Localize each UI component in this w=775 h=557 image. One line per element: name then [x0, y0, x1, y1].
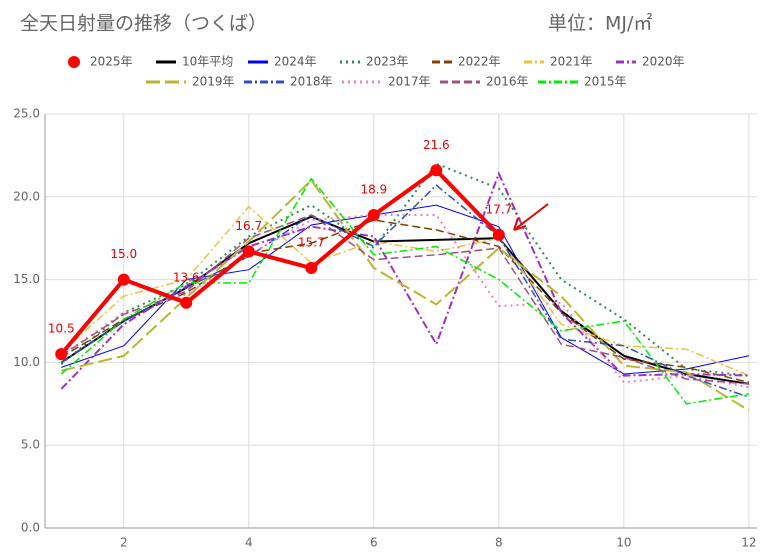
legend-label: 2025年 — [90, 55, 133, 69]
data-point — [55, 348, 68, 361]
data-point — [180, 296, 193, 309]
chart-title: 全天日射量の推移（つくば） — [20, 13, 267, 35]
data-label: 15.0 — [110, 247, 137, 261]
legend-label: 2016年 — [486, 75, 529, 89]
series-line — [59, 167, 501, 356]
data-point — [430, 164, 443, 177]
series-line — [60, 170, 749, 390]
series-line — [60, 215, 750, 385]
x-tick-label: 4 — [245, 536, 253, 550]
x-tick-label: 12 — [741, 536, 756, 550]
data-point — [305, 262, 318, 275]
data-point — [117, 273, 130, 286]
series-line — [60, 162, 750, 377]
y-tick-label: 10.0 — [13, 355, 40, 369]
y-tick-label: 5.0 — [21, 438, 40, 452]
series-line — [60, 184, 750, 398]
legend-label: 10年平均 — [182, 55, 233, 69]
grid: 0.0 5.0 10.0 15.0 20.0 25.0 2 4 6 8 10 12 — [13, 107, 757, 550]
legend-label: 2020年 — [642, 55, 685, 69]
data-label: 15.7 — [298, 236, 325, 250]
legend-marker — [68, 56, 80, 68]
series-line — [60, 177, 750, 405]
data-label: 17.7 — [485, 202, 512, 216]
y-tick-label: 0.0 — [21, 521, 40, 535]
series-line — [61, 178, 750, 412]
data-point — [492, 228, 505, 241]
y-tick-label: 20.0 — [13, 189, 40, 203]
legend-label: 2019年 — [192, 75, 235, 89]
legend-label: 2017年 — [388, 75, 431, 89]
data-point — [367, 209, 380, 222]
x-tick-label: 2 — [120, 536, 128, 550]
data-label: 10.5 — [48, 322, 75, 336]
legend-label: 2015年 — [584, 75, 627, 89]
series-line — [60, 214, 750, 389]
legend-label: 2024年 — [274, 55, 317, 69]
data-point — [242, 245, 255, 258]
y-tick-label: 25.0 — [13, 107, 40, 121]
series-line — [60, 219, 750, 384]
series-line — [61, 204, 750, 375]
x-tick-label: 6 — [370, 536, 378, 550]
legend-label: 2018年 — [290, 75, 333, 89]
legend-label: 2021年 — [550, 55, 593, 69]
x-tick-label: 8 — [495, 536, 503, 550]
lines: 10.5 15.0 13.6 16.7 15.7 18.9 21.6 17.7 — [48, 138, 750, 412]
series-line — [60, 214, 749, 385]
y-tick-label: 15.0 — [13, 272, 40, 286]
series-line — [60, 205, 750, 377]
data-label: 18.9 — [360, 183, 387, 197]
x-tick-label: 10 — [616, 536, 631, 550]
data-label: 21.6 — [423, 138, 450, 152]
data-label: 13.6 — [173, 270, 200, 284]
chart-subtitle: 単位：MJ/㎡ — [548, 12, 652, 35]
legend-label: 2022年 — [458, 55, 501, 69]
arrow-annotation — [513, 203, 549, 231]
data-label: 16.7 — [235, 219, 262, 233]
legend-label: 2023年 — [366, 55, 409, 69]
